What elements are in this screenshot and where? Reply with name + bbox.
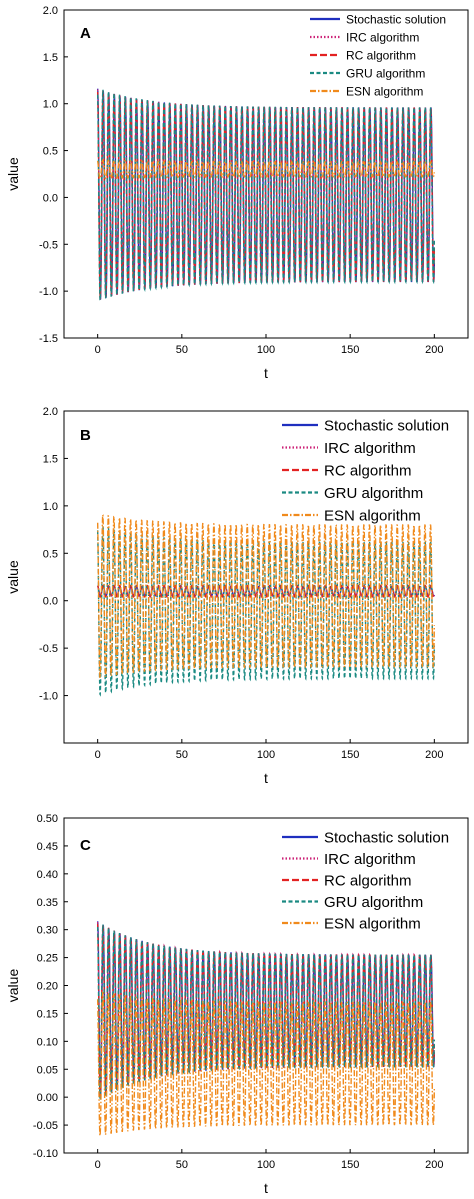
y-tick-label: 0.5 (43, 146, 58, 158)
series-line-esn-algorithm (96, 159, 436, 180)
x-tick-label: 0 (95, 344, 101, 356)
x-axis-title: t (264, 365, 268, 381)
series-line-rc-algorithm (97, 584, 436, 598)
y-tick-label: -0.5 (39, 643, 58, 655)
x-tick-label: 150 (341, 344, 359, 356)
x-tick-label: 200 (425, 344, 443, 356)
series-line-gru-algorithm (96, 89, 436, 301)
legend-label: RC algorithm (324, 872, 412, 889)
panel-label: A (80, 25, 91, 42)
legend-label: GRU algorithm (324, 485, 423, 502)
x-tick-label: 150 (341, 1159, 359, 1171)
legend-label: RC algorithm (346, 48, 416, 62)
legend-label: RC algorithm (324, 462, 412, 479)
y-tick-label: 0.25 (37, 953, 58, 965)
y-tick-label: 0.15 (37, 1008, 58, 1020)
y-tick-label: 0.0 (43, 596, 58, 608)
y-tick-label: -0.10 (33, 1148, 58, 1160)
legend: Stochastic solution IRC algorithm RC algor… (282, 829, 449, 932)
x-tick-label: 150 (341, 749, 359, 761)
legend-label: IRC algorithm (324, 440, 416, 457)
y-tick-label: 0.20 (37, 981, 58, 993)
x-tick-label: 0 (95, 1159, 101, 1171)
legend: Stochastic solution IRC algorithm RC algor… (282, 417, 449, 524)
y-tick-label: 0.50 (37, 813, 58, 825)
y-tick-label: 1.0 (43, 99, 58, 111)
y-tick-label: 0.00 (37, 1092, 58, 1104)
y-tick-label: 0.35 (37, 897, 58, 909)
x-tick-label: 200 (425, 749, 443, 761)
x-tick-label: 0 (95, 749, 101, 761)
x-tick-label: 50 (176, 749, 188, 761)
chart-panel-c: 0 50 100 150 200 -0.10 -0.05 0.00 0.05 0.10 0.15 0.… (5, 813, 469, 1196)
series-line-esn-algorithm (96, 513, 436, 679)
legend-label: ESN algorithm (324, 915, 421, 932)
legend-label: IRC algorithm (346, 30, 419, 44)
x-tick-label: 50 (176, 344, 188, 356)
plot-frame (63, 410, 469, 744)
y-tick-label: 0.5 (43, 548, 58, 560)
x-tick-label: 100 (257, 749, 275, 761)
legend-label: Stochastic solution (324, 417, 449, 434)
x-tick-label: 200 (425, 1159, 443, 1171)
legend-label: ESN algorithm (324, 507, 421, 524)
y-tick-label: -1.0 (39, 286, 58, 298)
panel-label: C (80, 837, 91, 854)
panel-label: B (80, 427, 91, 444)
chart-panel-a: 0 50 100 150 200 -1.5 -1.0 -0.5 0.0 0.5 1.0 1.5 2.0 t… (5, 5, 469, 381)
y-tick-label: 0.30 (37, 925, 58, 937)
y-tick-label: -0.5 (39, 239, 58, 251)
legend-label: Stochastic solution (346, 12, 446, 26)
legend-label: GRU algorithm (346, 66, 425, 80)
y-tick-label: 1.5 (43, 453, 58, 465)
x-tick-label: 100 (257, 344, 275, 356)
legend: Stochastic solution IRC algorithm RC algor… (310, 12, 446, 98)
y-tick-label: 1.5 (43, 52, 58, 64)
legend-label: Stochastic solution (324, 829, 449, 846)
y-tick-label: 2.0 (43, 5, 58, 17)
y-tick-label: 0.05 (37, 1064, 58, 1076)
y-tick-label: 0.0 (43, 192, 58, 204)
legend-label: GRU algorithm (324, 894, 423, 911)
legend-label: ESN algorithm (346, 84, 423, 98)
y-tick-label: -1.5 (39, 333, 58, 345)
y-tick-label: 0.40 (37, 869, 58, 881)
x-axis-title: t (264, 770, 268, 786)
y-tick-label: 0.10 (37, 1036, 58, 1048)
y-axis-title: value (5, 969, 21, 1003)
x-axis-title: t (264, 1180, 268, 1196)
y-tick-label: -0.05 (33, 1120, 58, 1132)
y-axis-title: value (5, 157, 21, 191)
legend-label: IRC algorithm (324, 851, 416, 868)
y-tick-label: -1.0 (39, 691, 58, 703)
x-tick-label: 100 (257, 1159, 275, 1171)
y-tick-label: 0.45 (37, 841, 58, 853)
y-tick-label: 2.0 (43, 406, 58, 418)
x-tick-label: 50 (176, 1159, 188, 1171)
y-tick-label: 1.0 (43, 501, 58, 513)
chart-panel-b: 0 50 100 150 200 -1.0 -0.5 0.0 0.5 1.0 1.5 2.0 t valu… (5, 406, 469, 786)
y-axis-title: value (5, 560, 21, 594)
